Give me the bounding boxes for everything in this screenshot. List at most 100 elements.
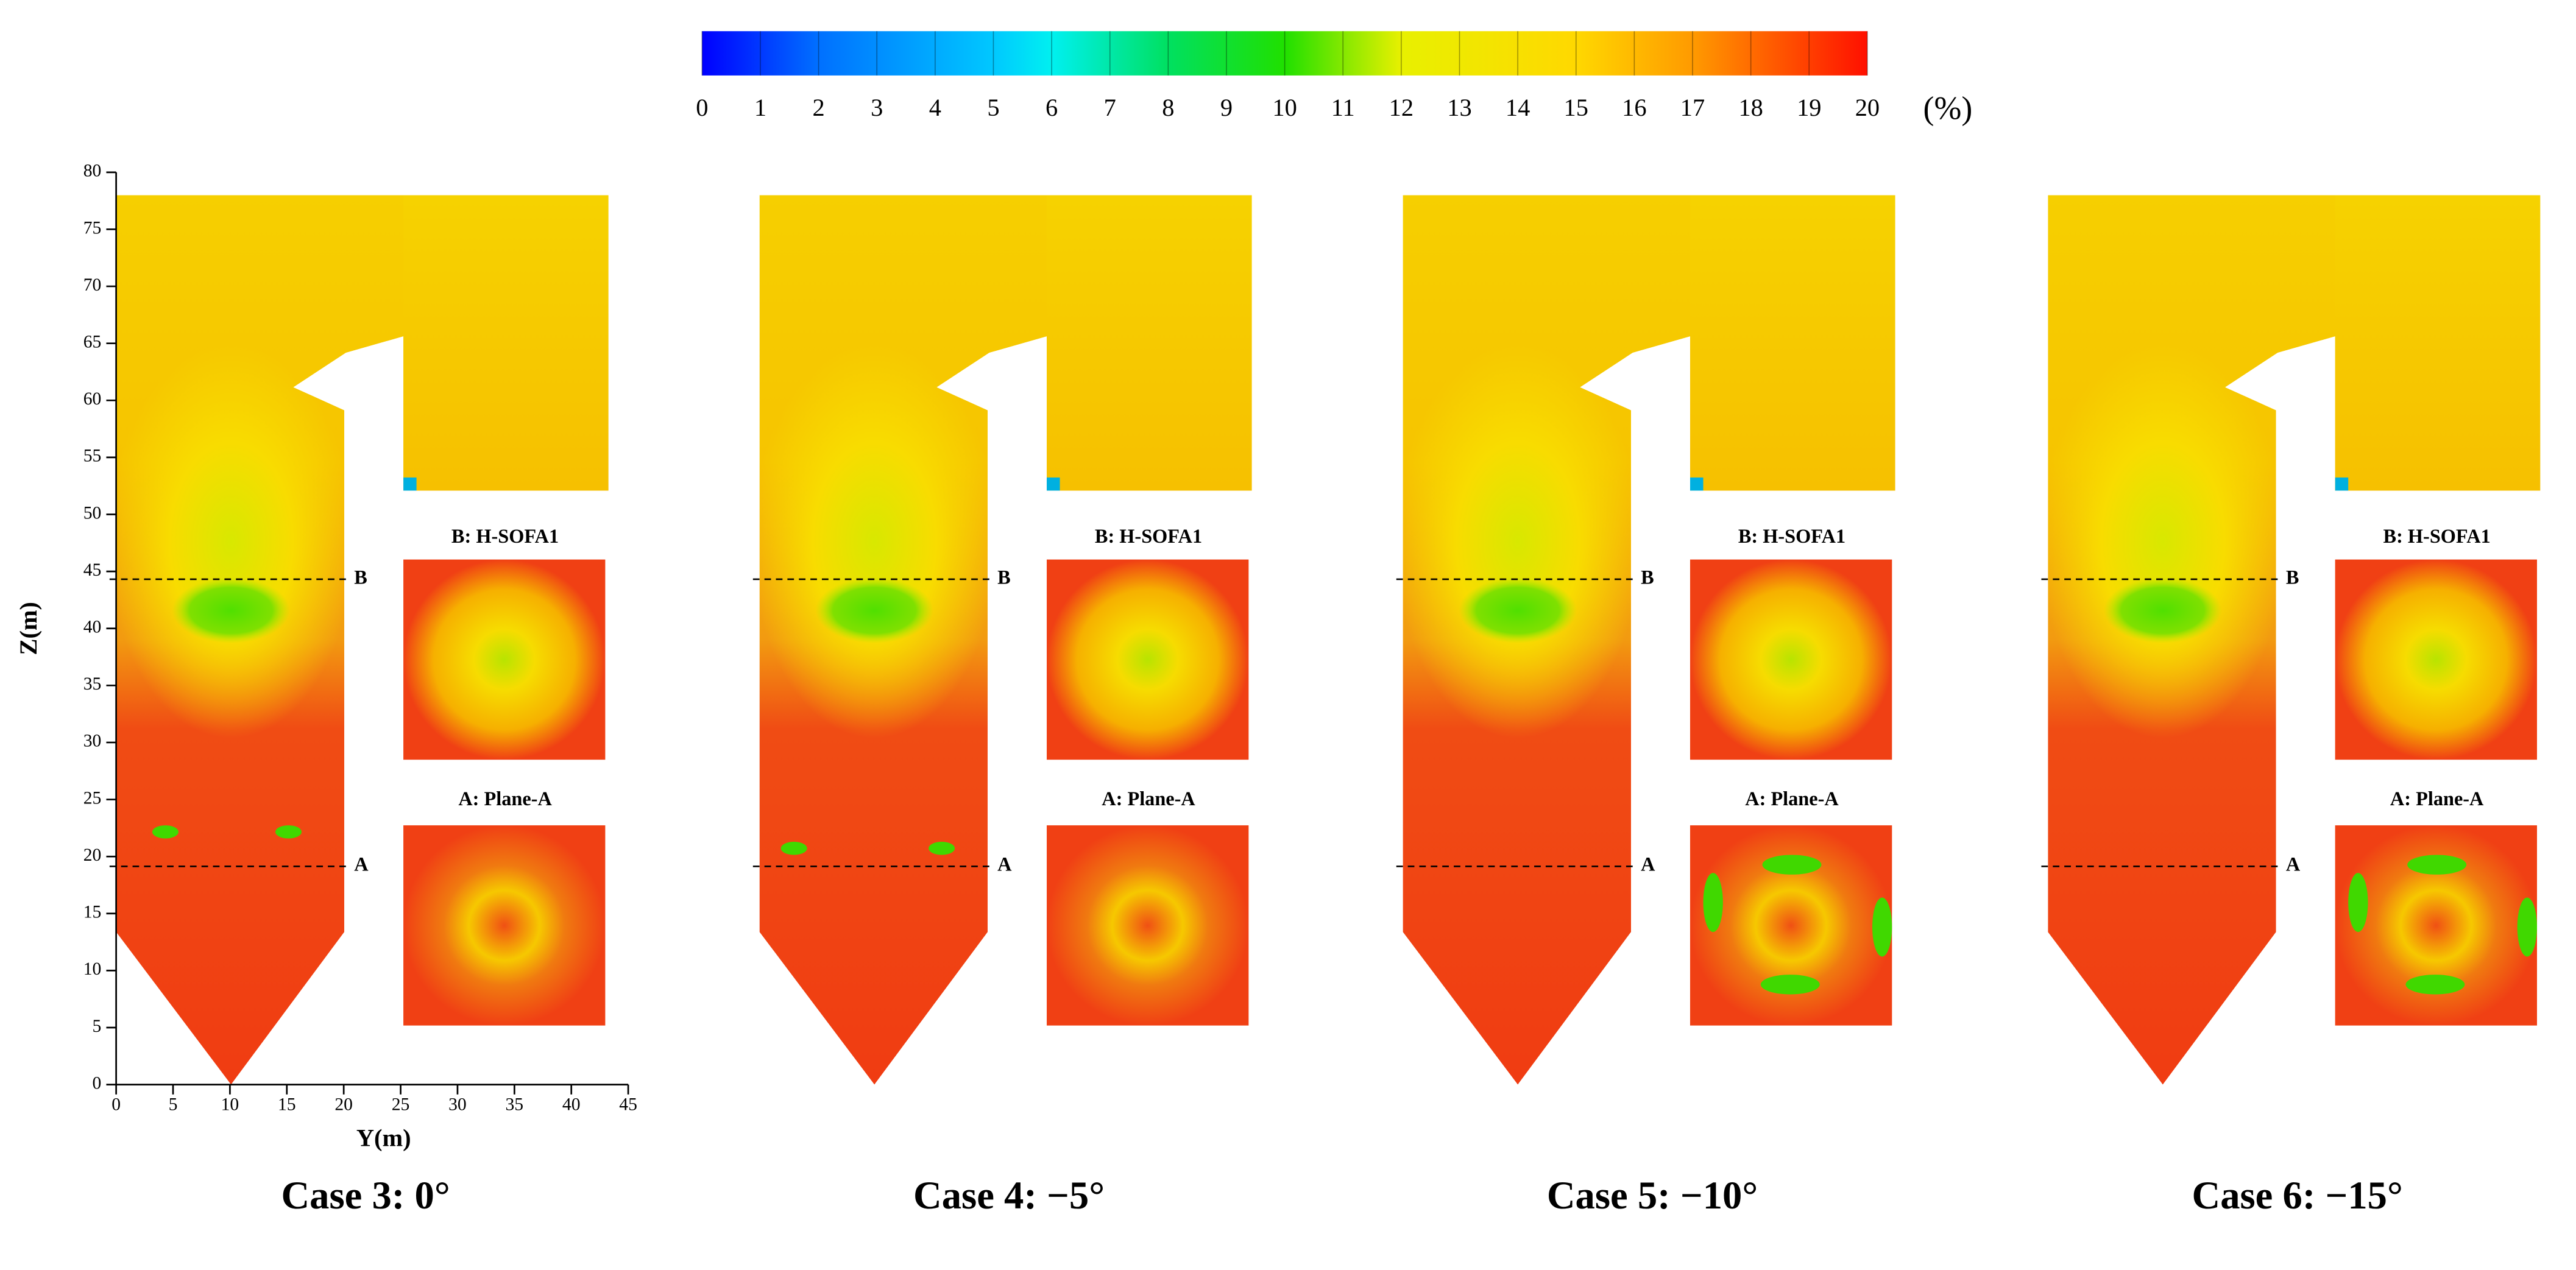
section-label: A [1641,853,1655,875]
low-o2-zone [2103,577,2222,643]
core-zone [2048,344,2286,739]
section-label: A [354,853,369,875]
section-label: A [997,853,1012,875]
inset-label: B: H-SOFA1 [2383,525,2491,547]
colorbar-tick-label: 1 [754,94,766,121]
section-label: B [1641,566,1654,588]
section-label: A [2286,853,2301,875]
x-tick-label: 40 [562,1095,581,1114]
panel: B: H-SOFA1 A: Plane-A B A Case 4: −5° [752,195,1252,1217]
outlet-field [2335,195,2541,491]
case-caption: Case 4: −5° [913,1173,1105,1217]
inset-label: A: Plane-A [2390,788,2484,810]
x-tick-label: 25 [392,1095,410,1114]
outlet-spot [1047,477,1060,491]
colorbar-tick-label: 9 [1220,94,1233,121]
colorbar-tick-label: 17 [1680,94,1705,121]
low-o2-zone [815,577,934,643]
x-tick-label: 20 [334,1095,353,1114]
colorbar-tick-label: 7 [1104,94,1116,121]
x-tick-label: 10 [221,1095,239,1114]
colorbar-tick-label: 5 [987,94,999,121]
y-tick-label: 60 [83,389,102,409]
x-tick-label: 30 [448,1095,467,1114]
y-axis-label: Z(m) [15,602,42,655]
y-tick-label: 70 [83,275,102,295]
inset-b [2335,559,2537,760]
y-tick-label: 10 [83,959,102,979]
outlet-spot [403,477,417,491]
y-tick-label: 30 [83,732,102,751]
outlet-field [1047,195,1252,491]
colorbar-tick-label: 12 [1389,94,1414,121]
core-zone [116,344,355,739]
x-axis-label: Y(m) [356,1124,411,1151]
section-label: B [997,566,1011,588]
core-zone [759,344,998,739]
colorbar-unit: (%) [1923,90,1973,127]
section-label: B [354,566,367,588]
y-tick-label: 25 [83,788,102,808]
case-caption: Case 3: 0° [281,1173,450,1217]
y-tick-label: 50 [83,503,102,523]
jet-spot [780,841,807,855]
jet-spot [275,825,302,839]
colorbar-tick-label: 13 [1447,94,1471,121]
inset-spot [1762,855,1822,875]
outlet-spot [2335,477,2349,491]
y-tick-label: 5 [93,1017,102,1036]
outlet-field [1690,195,1895,491]
y-tick-label: 80 [83,161,102,181]
inset-a [1047,825,1249,1026]
x-tick-label: 15 [278,1095,296,1114]
y-tick-label: 40 [83,618,102,637]
case-caption: Case 5: −10° [1547,1173,1758,1217]
furnace [2048,195,2541,1085]
inset-spot [1872,897,1892,957]
y-tick-label: 20 [83,845,102,865]
inset-spot [2405,975,2465,995]
colorbar-tick-label: 20 [1855,94,1880,121]
y-tick-label: 45 [83,560,102,580]
panel: B: H-SOFA1 A: Plane-A B A Case 5: −10° [1396,195,1895,1217]
inset-label: B: H-SOFA1 [1738,525,1845,547]
colorbar-tick-label: 19 [1797,94,1821,121]
panel: B: H-SOFA1 A: Plane-A B A Case 6: −15° [2041,195,2541,1217]
jet-spot [152,825,179,839]
inset-a [403,825,606,1026]
inset-spot [2348,873,2368,933]
section-label: B [2286,566,2299,588]
inset-spot [2407,855,2467,875]
furnace [1403,195,1895,1085]
inset-label: A: Plane-A [1102,788,1195,810]
colorbar-tick-label: 10 [1272,94,1297,121]
colorbar-tick-label: 16 [1622,94,1646,121]
inset-spot [1760,975,1820,995]
jet-spot [929,841,955,855]
outlet-field [403,195,609,491]
inset-label: B: H-SOFA1 [1095,525,1202,547]
colorbar-tick-label: 15 [1564,94,1588,121]
x-tick-label: 5 [169,1095,178,1114]
furnace [759,195,1252,1085]
axes: 0 5 10 15 20 25 30 35 40 45 50 55 60 65 70 75 80 0 5 10 15 20… [15,161,637,1152]
colorbar-tick-label: 18 [1738,94,1763,121]
y-tick-label: 0 [93,1073,102,1093]
case-caption: Case 6: −15° [2192,1173,2403,1217]
y-tick-label: 65 [83,332,102,351]
colorbar-tick-label: 2 [812,94,824,121]
inset-label: B: H-SOFA1 [451,525,559,547]
colorbar-tick-label: 6 [1046,94,1058,121]
colorbar-tick-label: 8 [1162,94,1174,121]
low-o2-zone [1459,577,1577,643]
x-tick-label: 35 [506,1095,524,1114]
colorbar-tick-label: 3 [871,94,883,121]
inset-spot [1703,873,1723,933]
y-tick-label: 55 [83,446,102,466]
inset-b [403,559,606,760]
x-tick-label: 0 [111,1095,121,1114]
colorbar-tick-label: 11 [1331,94,1355,121]
colorbar-tick-label: 14 [1506,94,1530,121]
y-tick-label: 75 [83,218,102,238]
